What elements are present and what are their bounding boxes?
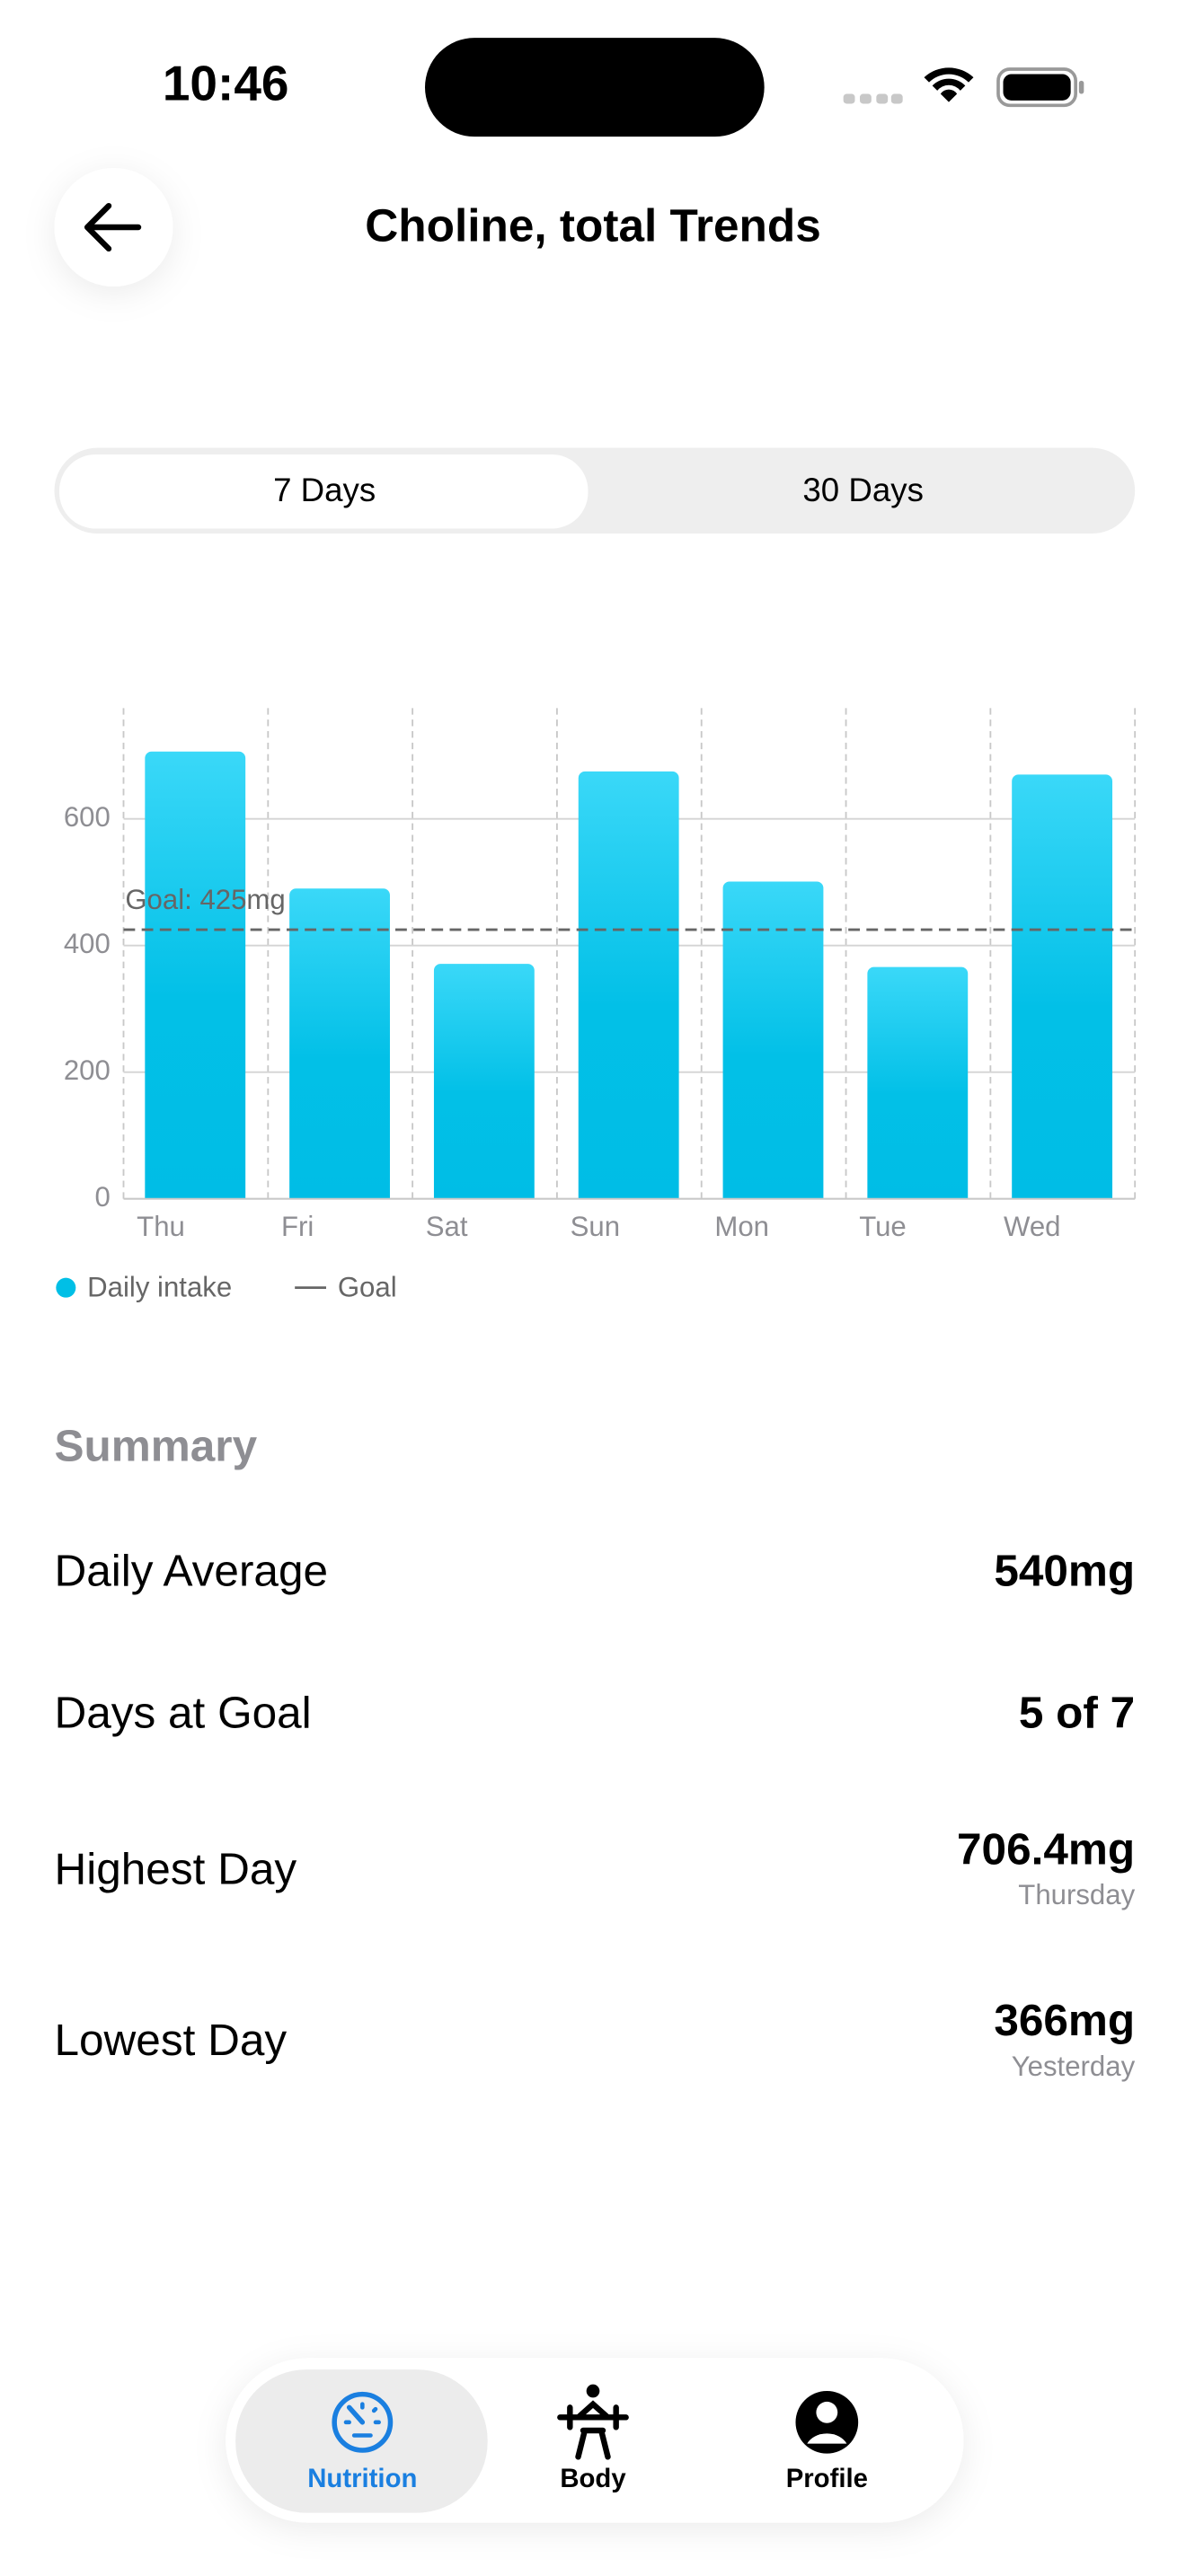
- icon-part: [332, 2391, 394, 2453]
- y-tick-label: 600: [64, 801, 111, 833]
- icon-part: [586, 2384, 600, 2398]
- tab-label[interactable]: Nutrition: [307, 2464, 417, 2493]
- summary-note: Thursday: [1018, 1879, 1135, 1910]
- legend-label: Daily intake: [87, 1272, 232, 1303]
- icon-part: [557, 2400, 629, 2460]
- bar: [578, 771, 679, 1199]
- x-tick-label: Sun: [571, 1211, 620, 1242]
- range-tab-selected: [59, 454, 589, 529]
- goal-annotation: Goal: 425mg: [125, 884, 285, 915]
- range-tab[interactable]: 30 Days: [802, 472, 923, 508]
- summary-label: Highest Day: [55, 1845, 297, 1894]
- summary-value: 5 of 7: [1019, 1688, 1135, 1737]
- tab-selected-bg: [235, 2369, 488, 2513]
- summary-value: 366mg: [994, 1996, 1135, 2045]
- x-tick-label: Tue: [859, 1211, 907, 1242]
- range-tab[interactable]: 7 Days: [273, 472, 376, 508]
- tab-icon: [795, 2391, 859, 2454]
- x-tick-label: Mon: [714, 1211, 769, 1242]
- summary-note: Yesterday: [1012, 2051, 1136, 2082]
- bar: [867, 966, 969, 1199]
- summary-value: 540mg: [994, 1547, 1135, 1596]
- summary-label: Lowest Day: [55, 2016, 288, 2065]
- legend-label: Goal: [338, 1272, 397, 1303]
- bar: [289, 888, 390, 1199]
- back-arrow: [84, 202, 142, 252]
- icon-part: [343, 2402, 381, 2438]
- status-icons: [843, 67, 1084, 108]
- icon-part: [807, 2433, 847, 2444]
- summary-title: Summary: [55, 1421, 258, 1470]
- summary-label: Daily Average: [55, 1547, 329, 1596]
- icon-part: [816, 2401, 838, 2423]
- page-title: Choline, total Trends: [365, 199, 821, 251]
- tab-icon: [557, 2384, 629, 2460]
- x-tick-label: Sat: [426, 1211, 468, 1242]
- tab-label[interactable]: Body: [560, 2464, 626, 2493]
- bar: [722, 881, 824, 1199]
- dynamic-island: [425, 38, 765, 137]
- summary-label: Days at Goal: [55, 1688, 312, 1737]
- y-tick-label: 0: [95, 1181, 111, 1213]
- x-tick-label: Fri: [281, 1211, 314, 1242]
- x-tick-label: Wed: [1004, 1211, 1061, 1242]
- summary-value: 706.4mg: [957, 1825, 1135, 1875]
- y-tick-label: 200: [64, 1054, 111, 1086]
- status-time: 10:46: [163, 56, 289, 111]
- legend-swatch: [56, 1277, 76, 1298]
- x-tick-label: Thu: [137, 1211, 185, 1242]
- bar: [145, 751, 246, 1199]
- bar: [1012, 774, 1113, 1199]
- icon-part: [346, 2404, 366, 2425]
- tab-icon: [332, 2391, 394, 2453]
- bar: [433, 964, 535, 1199]
- y-tick-label: 400: [64, 928, 111, 959]
- tab-label[interactable]: Profile: [786, 2464, 868, 2493]
